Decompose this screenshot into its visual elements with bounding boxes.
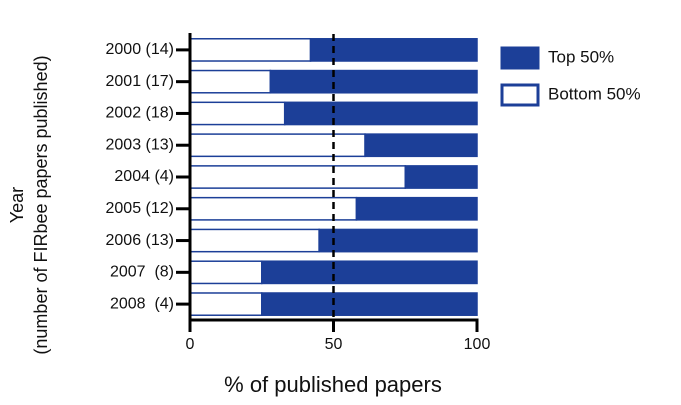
y-tick-label: 2006 (13) (106, 232, 175, 249)
bar-segment (364, 133, 478, 158)
y-tick-label: 2007 (8) (110, 264, 174, 281)
y-tick-label: 2003 (13) (106, 136, 175, 153)
bar-segment (404, 165, 478, 189)
bar-segment (189, 165, 406, 189)
bar-segment (261, 260, 478, 285)
y-axis-label: (number of FIRbee papers published) (31, 55, 51, 354)
bar-segment (355, 196, 478, 221)
bar-segment (283, 101, 478, 126)
bar-segment (189, 260, 263, 285)
y-tick-label: 2001 (17) (106, 73, 175, 90)
x-tick-label: 50 (325, 336, 343, 353)
bar-segment (189, 228, 320, 253)
bar-segment (189, 69, 272, 94)
bar-segment (189, 101, 286, 126)
bar-segment (189, 38, 312, 62)
x-axis-label: % of published papers (224, 372, 442, 397)
y-tick-label: 2005 (12) (106, 200, 175, 217)
bar-segment (309, 38, 478, 62)
bar-segment (261, 292, 478, 316)
legend-label: Top 50% (548, 47, 614, 66)
bar-segment (318, 228, 478, 253)
legend-swatch (500, 83, 540, 107)
x-tick-label: 100 (464, 336, 491, 353)
y-tick-label: 2002 (18) (106, 105, 175, 122)
legend-label: Bottom 50% (548, 84, 641, 103)
y-axis-label: Year (7, 187, 27, 223)
bar-segment (189, 133, 366, 158)
bar-segment (189, 196, 358, 221)
legend-swatch (500, 46, 540, 70)
bar-segment (269, 69, 478, 94)
y-tick-label: 2004 (4) (114, 168, 174, 185)
y-tick-label: 2000 (14) (106, 41, 175, 58)
y-tick-label: 2008 (4) (110, 295, 174, 312)
bar-segment (189, 292, 263, 316)
x-tick-label: 0 (186, 336, 195, 353)
